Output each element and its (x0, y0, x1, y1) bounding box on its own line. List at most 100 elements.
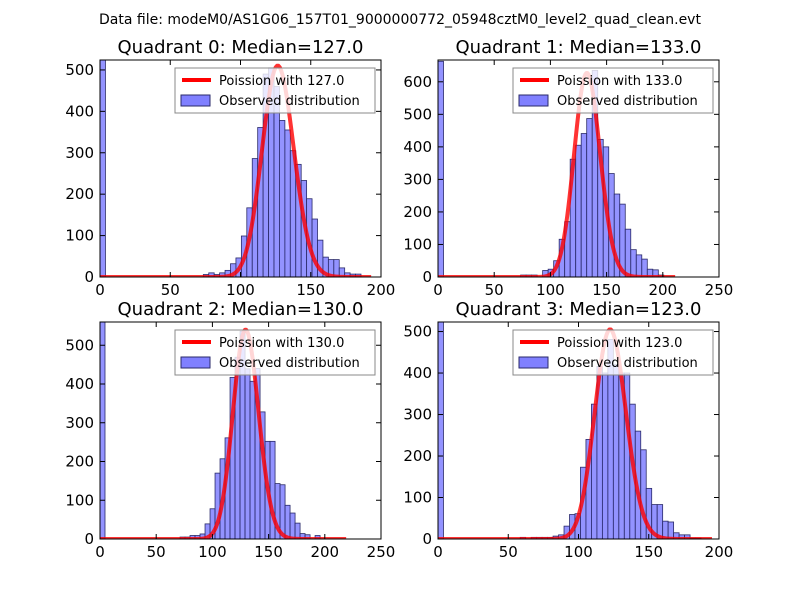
subplot-quadrant-2: 0 50 100 150 200 250 0 100 200 300 400 500 Quadrant … (65, 299, 395, 561)
legend-label-observed: Observed distribution (557, 94, 698, 109)
y-tick-label: 100 (403, 489, 432, 507)
histogram-bar (586, 118, 593, 277)
legend-label-poisson: Poission with 127.0 (219, 74, 344, 89)
histogram-bar (630, 249, 637, 277)
y-tick-label: 200 (403, 203, 432, 221)
histogram-bar (667, 521, 675, 539)
legend: Poission with 130.0 Observed distribution (174, 329, 376, 376)
x-tick-label: 150 (592, 281, 621, 299)
subplot-quadrant-0: 0 50 100 150 200 0 100 200 300 400 500 Quadrant 0: … (65, 37, 395, 299)
y-tick-label: 400 (403, 364, 432, 382)
poisson-curve (100, 63, 372, 277)
x-tick-label: 200 (310, 543, 339, 561)
legend-label-observed: Observed distribution (219, 94, 360, 109)
histogram-bar (284, 129, 291, 277)
histogram-bar (244, 368, 251, 539)
x-tick-label: 150 (254, 543, 283, 561)
legend-bar-swatch (518, 356, 549, 369)
subplot-quadrant-1: 0 50 100 150 200 250 0 100 200 300 400 500 600 Quadra… (403, 37, 733, 299)
histogram-bar (100, 322, 106, 539)
y-tick-label: 400 (65, 375, 94, 393)
x-tick-label: 150 (296, 281, 325, 299)
y-tick-label: 300 (403, 406, 432, 424)
legend-label-poisson: Poission with 130.0 (219, 336, 344, 351)
histogram-bar (612, 364, 620, 539)
x-tick-label: 0 (433, 543, 443, 561)
x-tick-label: 150 (634, 543, 663, 561)
y-tick-label: 200 (403, 447, 432, 465)
subplot-title: Quadrant 1: Median=133.0 (456, 37, 702, 58)
x-tick-label: 50 (499, 543, 518, 561)
subplot-title: Quadrant 2: Median=130.0 (118, 299, 364, 320)
x-tick-label: 100 (226, 281, 255, 299)
y-tick-label: 100 (65, 227, 94, 245)
x-tick-label: 50 (147, 543, 166, 561)
histogram-bar (273, 86, 280, 277)
y-tick-label: 400 (65, 102, 94, 120)
histogram-bar (601, 372, 609, 539)
y-tick-label: 200 (65, 453, 94, 471)
y-tick-label: 100 (65, 491, 94, 509)
histogram-bar (580, 133, 588, 277)
y-tick-label: 200 (65, 185, 94, 203)
histogram-bar (641, 258, 648, 277)
x-tick-label: 100 (198, 543, 227, 561)
histogram-bar (249, 380, 256, 539)
histogram-bar (284, 504, 291, 539)
x-tick-label: 200 (705, 543, 734, 561)
subplot-title: Quadrant 0: Median=127.0 (118, 37, 364, 58)
legend-label-poisson: Poission with 133.0 (557, 74, 682, 89)
y-tick-label: 500 (403, 323, 432, 341)
legend-bar-swatch (180, 94, 211, 107)
x-tick-label: 200 (648, 281, 677, 299)
x-tick-label: 50 (485, 281, 504, 299)
legend: Poission with 133.0 Observed distribution (512, 67, 714, 114)
x-tick-label: 100 (536, 281, 565, 299)
y-tick-label: 300 (65, 144, 94, 162)
histogram-bar (311, 218, 318, 277)
y-tick-label: 500 (403, 105, 432, 123)
histogram-bar (438, 60, 444, 277)
y-tick-label: 400 (403, 138, 432, 156)
axes-frame (99, 321, 382, 540)
y-tick-label: 0 (422, 268, 432, 286)
x-tick-label: 0 (433, 281, 443, 299)
x-tick-label: 50 (161, 281, 180, 299)
histogram-bar (289, 512, 296, 539)
y-tick-label: 500 (65, 336, 94, 354)
y-tick-label: 500 (65, 61, 94, 79)
histogram-bar (100, 60, 106, 277)
x-tick-label: 0 (95, 281, 105, 299)
histogram-bar (624, 228, 632, 277)
y-tick-label: 0 (422, 530, 432, 548)
y-tick-label: 100 (403, 235, 432, 253)
legend-label-poisson: Poission with 123.0 (557, 336, 682, 351)
poisson-curve (438, 327, 713, 539)
x-tick-label: 100 (564, 543, 593, 561)
legend-label-observed: Observed distribution (557, 356, 698, 371)
histogram-bar (338, 267, 346, 277)
histogram-bar (438, 322, 444, 539)
histogram-bar (656, 504, 664, 539)
histogram-bar (575, 144, 582, 277)
x-tick-label: 250 (367, 543, 396, 561)
y-tick-label: 300 (65, 414, 94, 432)
y-tick-label: 600 (403, 73, 432, 91)
y-tick-label: 0 (84, 530, 94, 548)
histogram-bar (279, 120, 286, 277)
legend-box (174, 329, 376, 376)
legend-bar-swatch (180, 356, 211, 369)
subplot-quadrant-3: 0 50 100 150 200 0 100 200 300 400 500 Quadrant 3: … (403, 299, 733, 561)
y-tick-label: 0 (84, 268, 94, 286)
x-tick-label: 0 (95, 543, 105, 561)
y-tick-label: 300 (403, 170, 432, 188)
histogram-bar (640, 449, 647, 539)
axes-frame (437, 59, 720, 278)
legend-label-observed: Observed distribution (219, 356, 360, 371)
histogram-bar (652, 269, 659, 277)
histogram-bar (635, 254, 643, 277)
x-tick-label: 200 (367, 281, 396, 299)
x-tick-label: 250 (705, 281, 734, 299)
legend-bar-swatch (518, 94, 549, 107)
